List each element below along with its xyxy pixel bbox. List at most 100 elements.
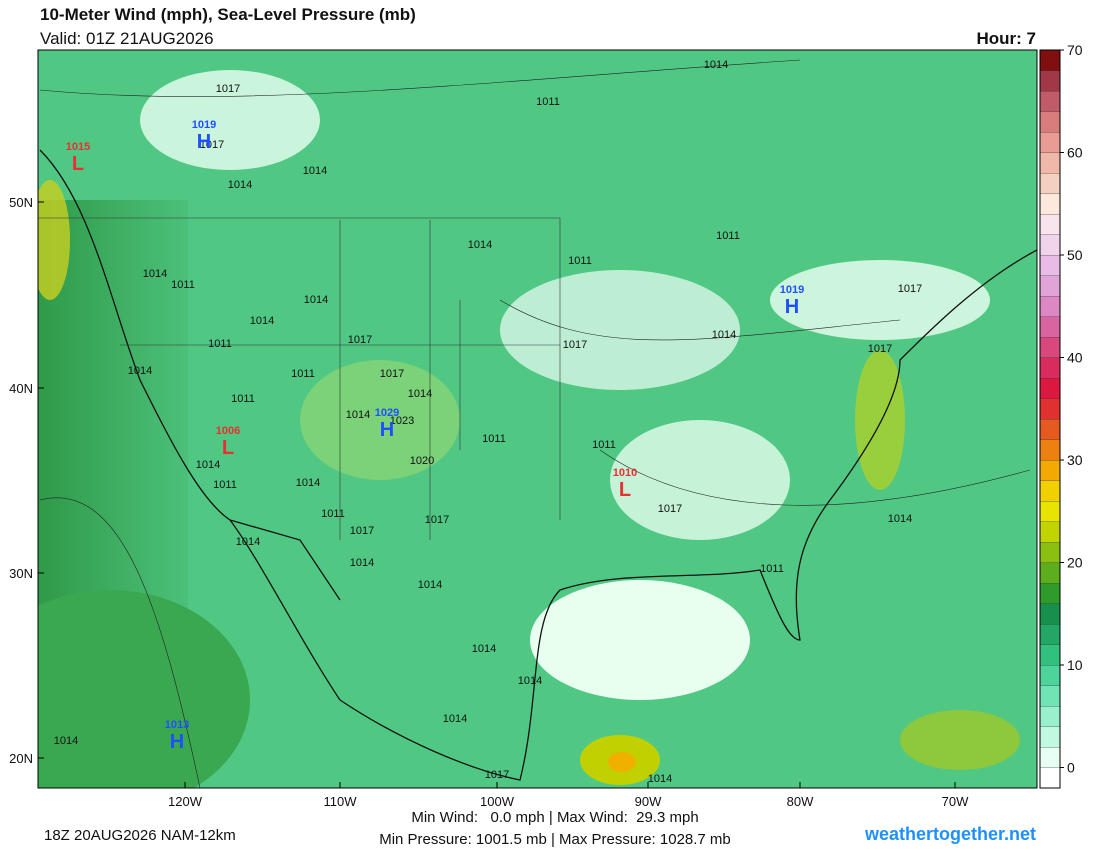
isobar-label: 1014	[250, 315, 274, 327]
isobar-label: 1017	[348, 334, 372, 346]
colorbar-segment	[1039, 398, 1061, 420]
isobar-label: 1014	[346, 409, 370, 421]
isobar-label: 1017	[563, 339, 587, 351]
colorbar-frame	[1039, 49, 1061, 789]
center-value: 1019	[780, 284, 804, 296]
map: 1017 1017 1014 1014 1011 1014 1011 1014 1011 1014…	[38, 50, 1037, 788]
center-value: 1029	[375, 407, 399, 419]
isobar-label: 1011	[231, 393, 255, 405]
colorbar-segment	[1039, 295, 1061, 317]
colorbar-segment	[1039, 582, 1061, 604]
wind-max	[900, 710, 1020, 770]
colorbar-segment	[1039, 316, 1061, 338]
colorbar-segment	[1039, 49, 1061, 71]
colorbar-segment	[1039, 705, 1061, 727]
center-value: 1010	[613, 467, 637, 479]
wind-max	[38, 180, 70, 300]
isobar-label: 1011	[592, 439, 616, 451]
isobar-label: 1014	[472, 643, 496, 655]
isobar-label: 1011	[208, 338, 232, 350]
center-letter: H	[785, 296, 799, 318]
site-link[interactable]: weathertogether.net	[864, 824, 1036, 844]
colorbar-segment	[1039, 459, 1061, 481]
isobar-label: 1011	[536, 96, 560, 108]
colorbar-segment	[1039, 767, 1061, 789]
isobar-label: 1011	[291, 368, 315, 380]
axis-labels: 50N 40N 30N 20N 120W 110W 100W 90W 80W 70W	[9, 195, 969, 809]
colorbar-segment	[1039, 336, 1061, 358]
colorbar-segment	[1039, 131, 1061, 153]
colorbar-segment	[1039, 726, 1061, 748]
lon-label: 100W	[480, 794, 515, 809]
isobar-label: 1017	[200, 139, 224, 151]
isobar-label: 1014	[648, 773, 672, 785]
colorbar: 0 10 20 30 40 50 60 70	[1039, 42, 1083, 789]
isobar-label: 1011	[482, 433, 506, 445]
pressure-stats: Min Pressure: 1001.5 mb | Max Pressure: …	[379, 831, 731, 848]
wind-stats: Min Wind: 0.0 mph | Max Wind: 29.3 mph	[411, 809, 698, 826]
isobar-label: 1017	[425, 514, 449, 526]
lon-label: 120W	[168, 794, 203, 809]
center-letter: H	[380, 419, 394, 441]
colorbar-segment	[1039, 746, 1061, 768]
colorbar-segment	[1039, 254, 1061, 276]
colorbar-label: 50	[1067, 247, 1083, 263]
isobar-labels: 1017 1017 1014 1014 1011 1014 1011 1014 1011 1014…	[54, 59, 922, 785]
isobar-label: 1014	[296, 477, 320, 489]
isobar-label: 1014	[704, 59, 728, 71]
colorbar-segment	[1039, 275, 1061, 297]
isobar-label: 1014	[408, 388, 432, 400]
valid-time: Valid: 01Z 21AUG2026	[40, 29, 214, 48]
calm-area	[500, 270, 740, 390]
isobar-label: 1017	[898, 283, 922, 295]
center-letter: H	[197, 131, 211, 153]
isobar-label: 1014	[196, 459, 220, 471]
colorbar-segment	[1039, 152, 1061, 174]
colorbar-segment	[1039, 234, 1061, 256]
wind-max	[608, 752, 636, 772]
lat-label: 50N	[9, 195, 33, 210]
colorbar-segment	[1039, 562, 1061, 584]
isobar-label: 1014	[143, 268, 167, 280]
isobar-label: 1014	[468, 239, 492, 251]
wind-max	[855, 350, 905, 490]
isobar-label: 1014	[443, 713, 467, 725]
colorbar-segment	[1039, 111, 1061, 133]
isobar-label: 1014	[350, 557, 374, 569]
center-letter: H	[170, 731, 184, 753]
colorbar-label: 0	[1067, 760, 1075, 776]
colorbar-segment	[1039, 418, 1061, 440]
colorbar-label: 60	[1067, 145, 1083, 161]
isobar-label: 1014	[228, 179, 252, 191]
colorbar-segment	[1039, 213, 1061, 235]
map-frame	[37, 49, 1038, 789]
isobar-label: 1011	[171, 279, 195, 291]
colorbar-label: 70	[1067, 42, 1083, 58]
colorbar-segment	[1039, 603, 1061, 625]
isobar-label: 1011	[568, 255, 592, 267]
colorbar-label: 20	[1067, 555, 1083, 571]
isobar-label: 1011	[213, 479, 237, 491]
isobar-label: 1017	[350, 525, 374, 537]
borders	[38, 217, 561, 540]
isobar-label: 1014	[518, 675, 542, 687]
colorbar-segment	[1039, 70, 1061, 92]
center-value: 1019	[192, 119, 216, 131]
lat-label: 20N	[9, 751, 33, 766]
colorbar-segment	[1039, 90, 1061, 112]
isobar-label: 1014	[236, 536, 260, 548]
pacific-wind	[38, 590, 250, 788]
isobars	[39, 59, 1031, 788]
calm-area	[610, 420, 790, 540]
center-value: 1015	[66, 141, 90, 153]
model-run: 18Z 20AUG2026 NAM-12km	[44, 827, 236, 844]
isobar-label: 1014	[54, 735, 78, 747]
isobar-label: 1014	[304, 294, 328, 306]
lat-label: 30N	[9, 566, 33, 581]
colorbar-segment	[1039, 644, 1061, 666]
center-value: 1006	[216, 425, 240, 437]
lon-label: 110W	[324, 794, 358, 809]
isobar-label: 1017	[658, 503, 682, 515]
calm-area	[770, 260, 990, 340]
